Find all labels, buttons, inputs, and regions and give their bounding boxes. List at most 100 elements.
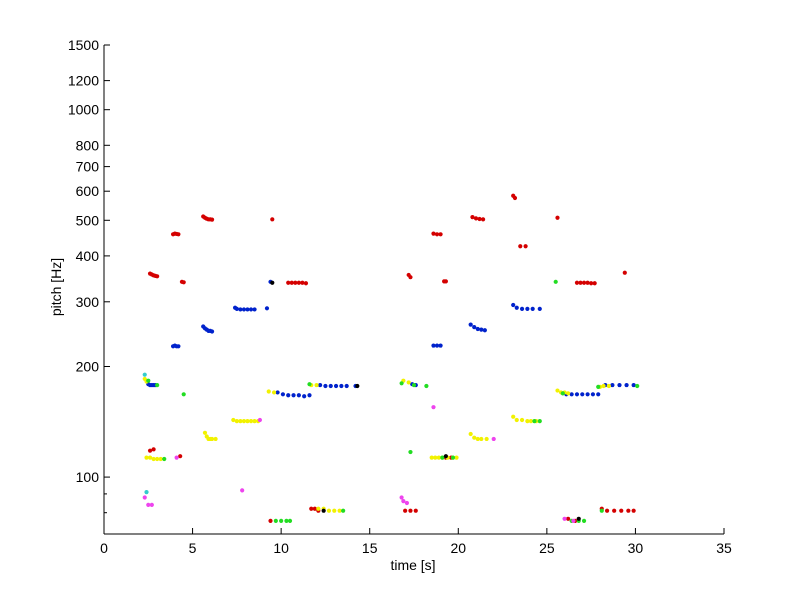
data-point <box>569 392 574 397</box>
data-point <box>519 417 525 423</box>
data-point <box>596 384 601 389</box>
data-point <box>309 506 314 511</box>
series-cyan <box>142 372 149 495</box>
data-point <box>622 270 627 275</box>
data-point <box>475 326 480 332</box>
x-tick-label: 0 <box>100 540 108 556</box>
data-point <box>479 327 484 332</box>
data-point <box>270 217 275 222</box>
data-point <box>248 307 254 312</box>
data-point <box>411 382 417 388</box>
series-yellow <box>142 376 611 513</box>
data-point <box>450 455 456 460</box>
data-point <box>525 419 530 424</box>
data-point <box>146 378 151 383</box>
data-point <box>155 274 160 279</box>
data-point <box>403 508 408 513</box>
data-point <box>248 419 254 424</box>
data-point <box>519 306 525 311</box>
data-point <box>431 231 436 236</box>
data-point <box>273 518 278 523</box>
data-point <box>286 393 291 398</box>
data-points <box>142 193 640 523</box>
data-point <box>147 448 153 453</box>
data-point <box>162 456 167 462</box>
data-point <box>585 280 590 285</box>
series-black <box>270 280 581 521</box>
data-point <box>574 280 580 285</box>
data-point <box>234 419 239 424</box>
data-point <box>440 455 445 460</box>
data-point <box>525 306 530 311</box>
data-point <box>433 455 438 460</box>
data-point <box>571 518 576 523</box>
data-point <box>581 518 587 523</box>
data-point <box>511 414 516 419</box>
data-point <box>213 436 218 442</box>
data-point <box>287 518 293 523</box>
x-tick-label: 5 <box>189 540 197 556</box>
data-point <box>434 343 440 348</box>
data-point <box>241 419 247 424</box>
data-point <box>555 215 560 220</box>
data-point <box>512 195 518 201</box>
data-point <box>264 306 270 311</box>
data-point <box>617 382 622 388</box>
data-point <box>454 455 459 460</box>
y-tick-label: 1000 <box>68 102 99 118</box>
data-point <box>142 495 147 500</box>
data-point <box>355 383 360 389</box>
series-red <box>147 193 636 523</box>
data-point <box>155 382 160 388</box>
data-point <box>307 382 312 387</box>
data-point <box>341 508 346 513</box>
data-point <box>302 394 307 399</box>
data-point <box>176 232 181 237</box>
data-point <box>296 280 301 285</box>
data-point <box>245 307 250 312</box>
data-point <box>268 518 273 523</box>
data-point <box>339 383 344 389</box>
data-point <box>443 454 448 459</box>
data-point <box>147 455 153 460</box>
data-point <box>296 393 301 398</box>
data-point <box>606 383 611 389</box>
data-point <box>537 306 542 311</box>
data-point <box>578 280 583 285</box>
data-point <box>344 383 349 389</box>
data-point <box>252 419 257 424</box>
x-tick-label: 25 <box>539 540 555 556</box>
data-point <box>245 419 250 424</box>
data-point <box>619 508 624 513</box>
data-point <box>174 455 179 460</box>
data-point <box>532 419 537 424</box>
data-point <box>289 280 294 285</box>
x-tick-label: 10 <box>273 540 289 556</box>
y-tick-label: 200 <box>76 358 100 374</box>
data-point <box>518 244 523 249</box>
data-point <box>436 455 441 460</box>
data-point <box>151 447 156 452</box>
data-point <box>576 516 581 521</box>
data-point <box>149 502 154 508</box>
y-tick-label: 500 <box>76 212 100 228</box>
data-point <box>431 405 436 410</box>
data-point <box>468 431 473 437</box>
series-blue <box>146 279 636 399</box>
data-point <box>312 506 317 511</box>
data-point <box>202 430 208 435</box>
data-point <box>475 436 480 442</box>
y-tick-label: 1500 <box>68 37 99 53</box>
data-point <box>333 383 339 389</box>
data-point <box>581 280 587 285</box>
axes: 0 5 10 15 20 25 30 35 100 200 300 400 500 600 700 800 10… <box>68 37 732 556</box>
data-point <box>537 419 542 424</box>
data-point <box>470 215 475 220</box>
y-axis-label: pitch [Hz] <box>48 258 64 316</box>
y-tick-label: 400 <box>76 248 100 264</box>
data-point <box>528 419 534 424</box>
data-point <box>280 392 286 397</box>
data-point <box>424 383 429 389</box>
data-point <box>284 518 289 523</box>
data-point <box>443 279 448 284</box>
